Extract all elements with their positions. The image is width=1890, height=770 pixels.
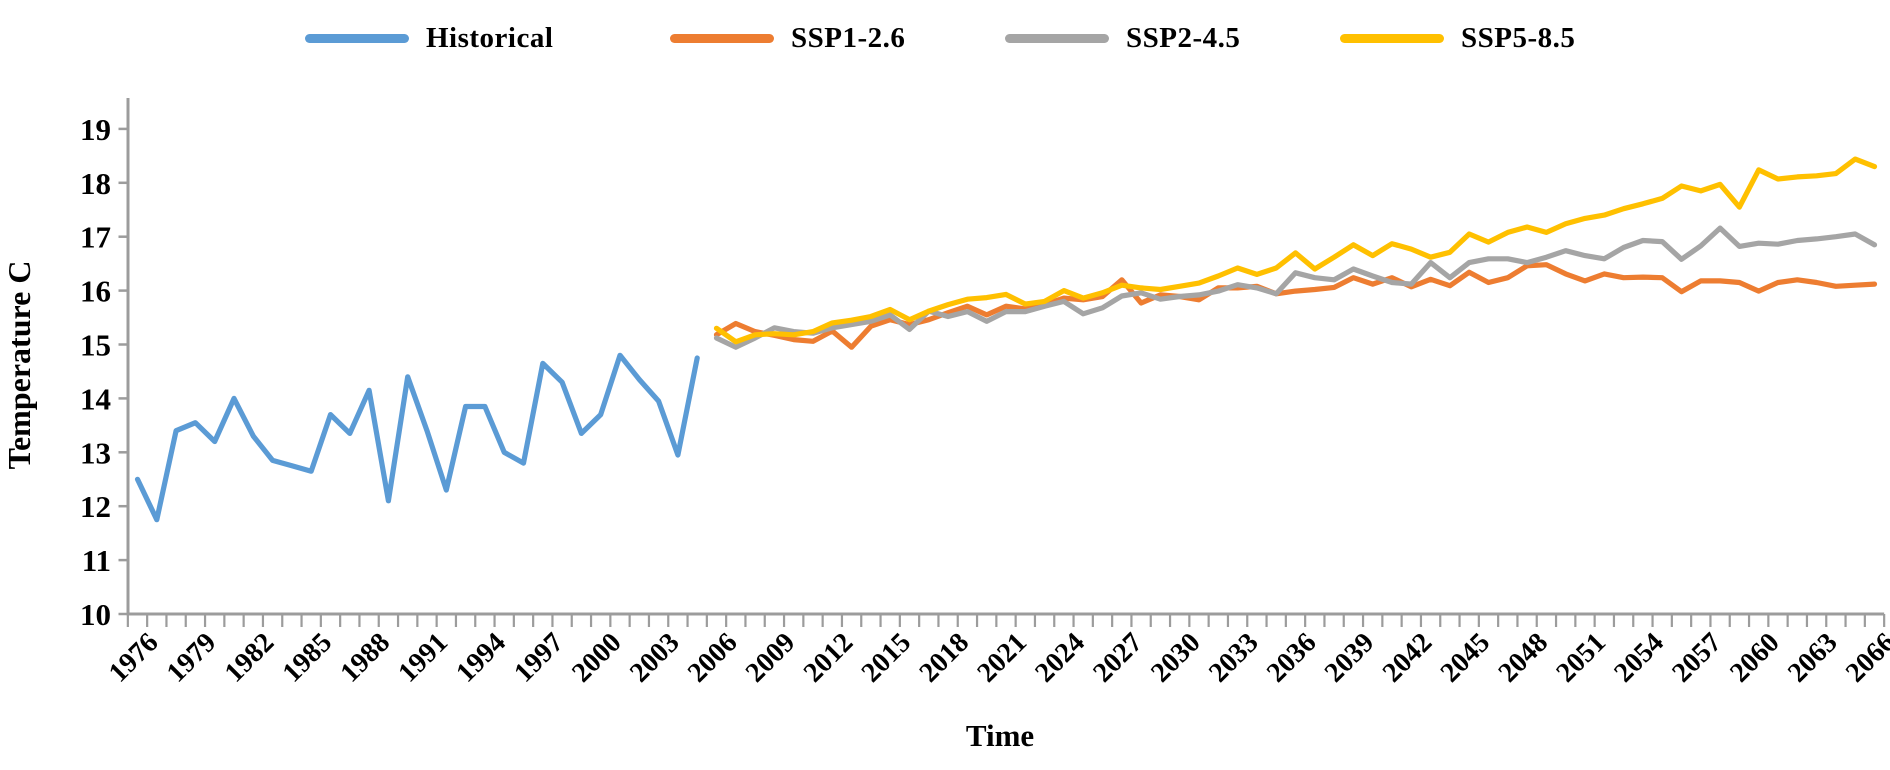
x-tick-label: 2045	[1435, 627, 1497, 689]
legend-swatch-ssp5-8.5	[1340, 33, 1444, 43]
x-tick-label: 2000	[566, 627, 628, 689]
series-line-ssp1-2.6	[713, 262, 1878, 350]
y-tick-label: 15	[80, 328, 111, 363]
x-tick-label: 2003	[624, 627, 686, 689]
y-tick-label: 10	[80, 597, 111, 632]
x-tick-label: 2036	[1261, 627, 1323, 689]
legend-item-ssp5-8.5: SSP5-8.5	[1340, 18, 1575, 58]
x-tick-label: 2024	[1029, 627, 1091, 689]
x-tick-label: 2027	[1087, 627, 1149, 689]
x-tick-label: 2057	[1666, 627, 1728, 689]
x-tick-label: 2060	[1724, 627, 1786, 689]
x-tick-label: 2021	[971, 627, 1033, 689]
legend-item-ssp2-4.5: SSP2-4.5	[1005, 18, 1240, 58]
legend-label-ssp2-4.5: SSP2-4.5	[1126, 21, 1241, 54]
x-tick-label: 2063	[1782, 627, 1844, 689]
x-tick-label: 2066	[1840, 627, 1890, 689]
y-tick-label: 14	[80, 381, 111, 416]
y-tick-label: 16	[80, 274, 111, 309]
x-tick-label: 2033	[1203, 627, 1265, 689]
x-tick-label: 1991	[392, 627, 454, 689]
x-axis-title: Time	[966, 718, 1034, 753]
x-tick-label: 2030	[1145, 627, 1207, 689]
legend-label-ssp5-8.5: SSP5-8.5	[1461, 21, 1576, 54]
legend-label-ssp1-2.6: SSP1-2.6	[791, 21, 906, 54]
x-tick-label: 1982	[219, 627, 281, 689]
x-tick-label: 2048	[1493, 627, 1555, 689]
y-tick-label: 17	[80, 220, 111, 255]
y-tick-label: 18	[80, 166, 111, 201]
y-axis-title: Temperature C	[1, 261, 37, 470]
x-tick-label: 1985	[277, 627, 339, 689]
x-tick-label: 2039	[1319, 627, 1381, 689]
x-tick-label: 1994	[450, 627, 512, 689]
x-tick-label: 2054	[1608, 627, 1670, 689]
series-line-historical	[134, 352, 700, 523]
legend-swatch-ssp2-4.5	[1005, 33, 1109, 43]
legend-swatch-historical	[305, 33, 409, 43]
legend-item-ssp1-2.6: SSP1-2.6	[670, 18, 905, 58]
x-tick-label: 2042	[1377, 627, 1439, 689]
legend-item-historical: Historical	[305, 18, 553, 58]
series-line-ssp5-8.5	[713, 156, 1878, 345]
x-tick-label: 2018	[914, 627, 976, 689]
y-tick-label: 13	[80, 435, 111, 470]
y-tick-label: 11	[82, 543, 111, 578]
x-tick-label: 2012	[798, 627, 860, 689]
x-tick-label: 2006	[682, 627, 744, 689]
x-tick-label: 2051	[1550, 627, 1612, 689]
y-tick-label: 12	[80, 489, 111, 524]
chart-legend: Historical SSP1-2.6 SSP2-4.5 SSP5-8.5	[0, 18, 1890, 58]
x-tick-label: 2015	[856, 627, 918, 689]
y-tick-label: 19	[80, 112, 111, 147]
series-line-ssp2-4.5	[713, 225, 1878, 350]
x-tick-label: 1988	[335, 627, 397, 689]
x-tick-label: 1976	[103, 627, 165, 689]
x-tick-label: 2009	[740, 627, 802, 689]
legend-label-historical: Historical	[426, 21, 554, 54]
x-tick-label: 1997	[508, 627, 570, 689]
legend-swatch-ssp1-2.6	[670, 33, 774, 43]
x-tick-label: 1979	[161, 627, 223, 689]
